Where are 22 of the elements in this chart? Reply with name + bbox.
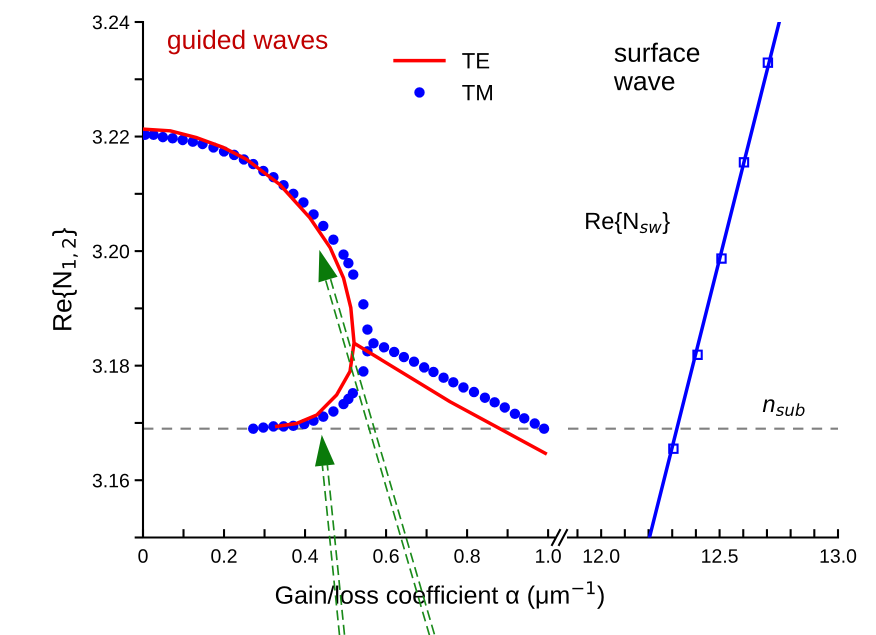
y-tick-label: 3.18 — [92, 359, 129, 373]
y-tick-label: 3.16 — [92, 474, 129, 488]
x-axis-title: Gain/loss coefficient α (μm$^{−1}$) — [276, 581, 604, 609]
x-tick-label: 12.0 — [584, 549, 620, 563]
x-tick-label: 0 — [138, 549, 148, 563]
annotation: surface wave — [614, 42, 700, 90]
annotation: Re{N$_{sw}$} — [586, 212, 670, 234]
x-tick-label: 0.2 — [211, 549, 237, 563]
x-tick-label: 0.6 — [373, 549, 399, 563]
y-tick-label: 3.22 — [92, 130, 129, 144]
y-tick-label: 3.24 — [92, 15, 130, 30]
annotation: guided waves — [168, 30, 328, 54]
y-axis-title: Re{N$_{1,2}$} — [52, 228, 78, 330]
x-tick-label: 13.0 — [820, 549, 856, 563]
legend-label: TE — [462, 53, 490, 68]
x-tick-label: 0.4 — [292, 549, 318, 563]
x-tick-label: 0.8 — [454, 549, 480, 563]
ref-line-label: n$_{sub}$ — [762, 399, 805, 416]
y-tick-label: 3.20 — [92, 244, 130, 258]
x-tick-label: 12.5 — [702, 549, 738, 563]
legend-label: TM — [462, 84, 492, 100]
x-tick-label: 1.0 — [536, 549, 561, 563]
